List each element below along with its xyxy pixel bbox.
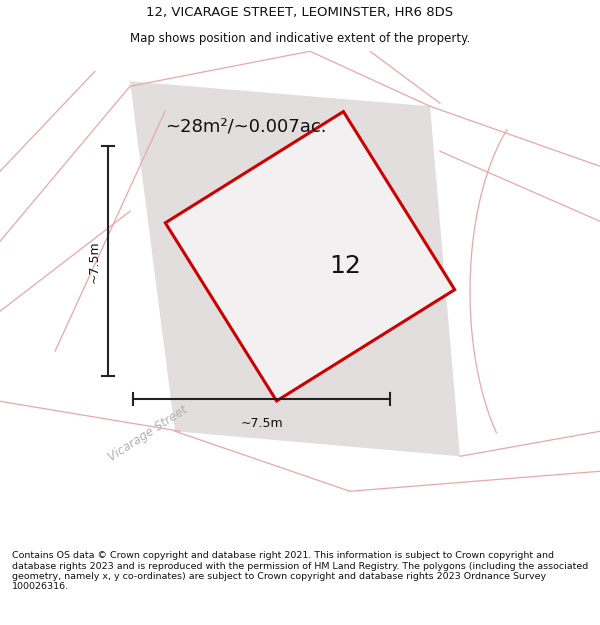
Text: Map shows position and indicative extent of the property.: Map shows position and indicative extent… xyxy=(130,32,470,45)
Text: Vicarage Street: Vicarage Street xyxy=(106,403,190,464)
Polygon shape xyxy=(130,81,460,456)
Text: 12: 12 xyxy=(329,254,361,278)
Text: Contains OS data © Crown copyright and database right 2021. This information is : Contains OS data © Crown copyright and d… xyxy=(12,551,588,591)
Polygon shape xyxy=(166,112,455,401)
Text: ~28m²/~0.007ac.: ~28m²/~0.007ac. xyxy=(165,118,326,135)
Text: 12, VICARAGE STREET, LEOMINSTER, HR6 8DS: 12, VICARAGE STREET, LEOMINSTER, HR6 8DS xyxy=(146,6,454,19)
Text: ~7.5m: ~7.5m xyxy=(240,418,283,430)
Text: ~7.5m: ~7.5m xyxy=(88,240,101,282)
